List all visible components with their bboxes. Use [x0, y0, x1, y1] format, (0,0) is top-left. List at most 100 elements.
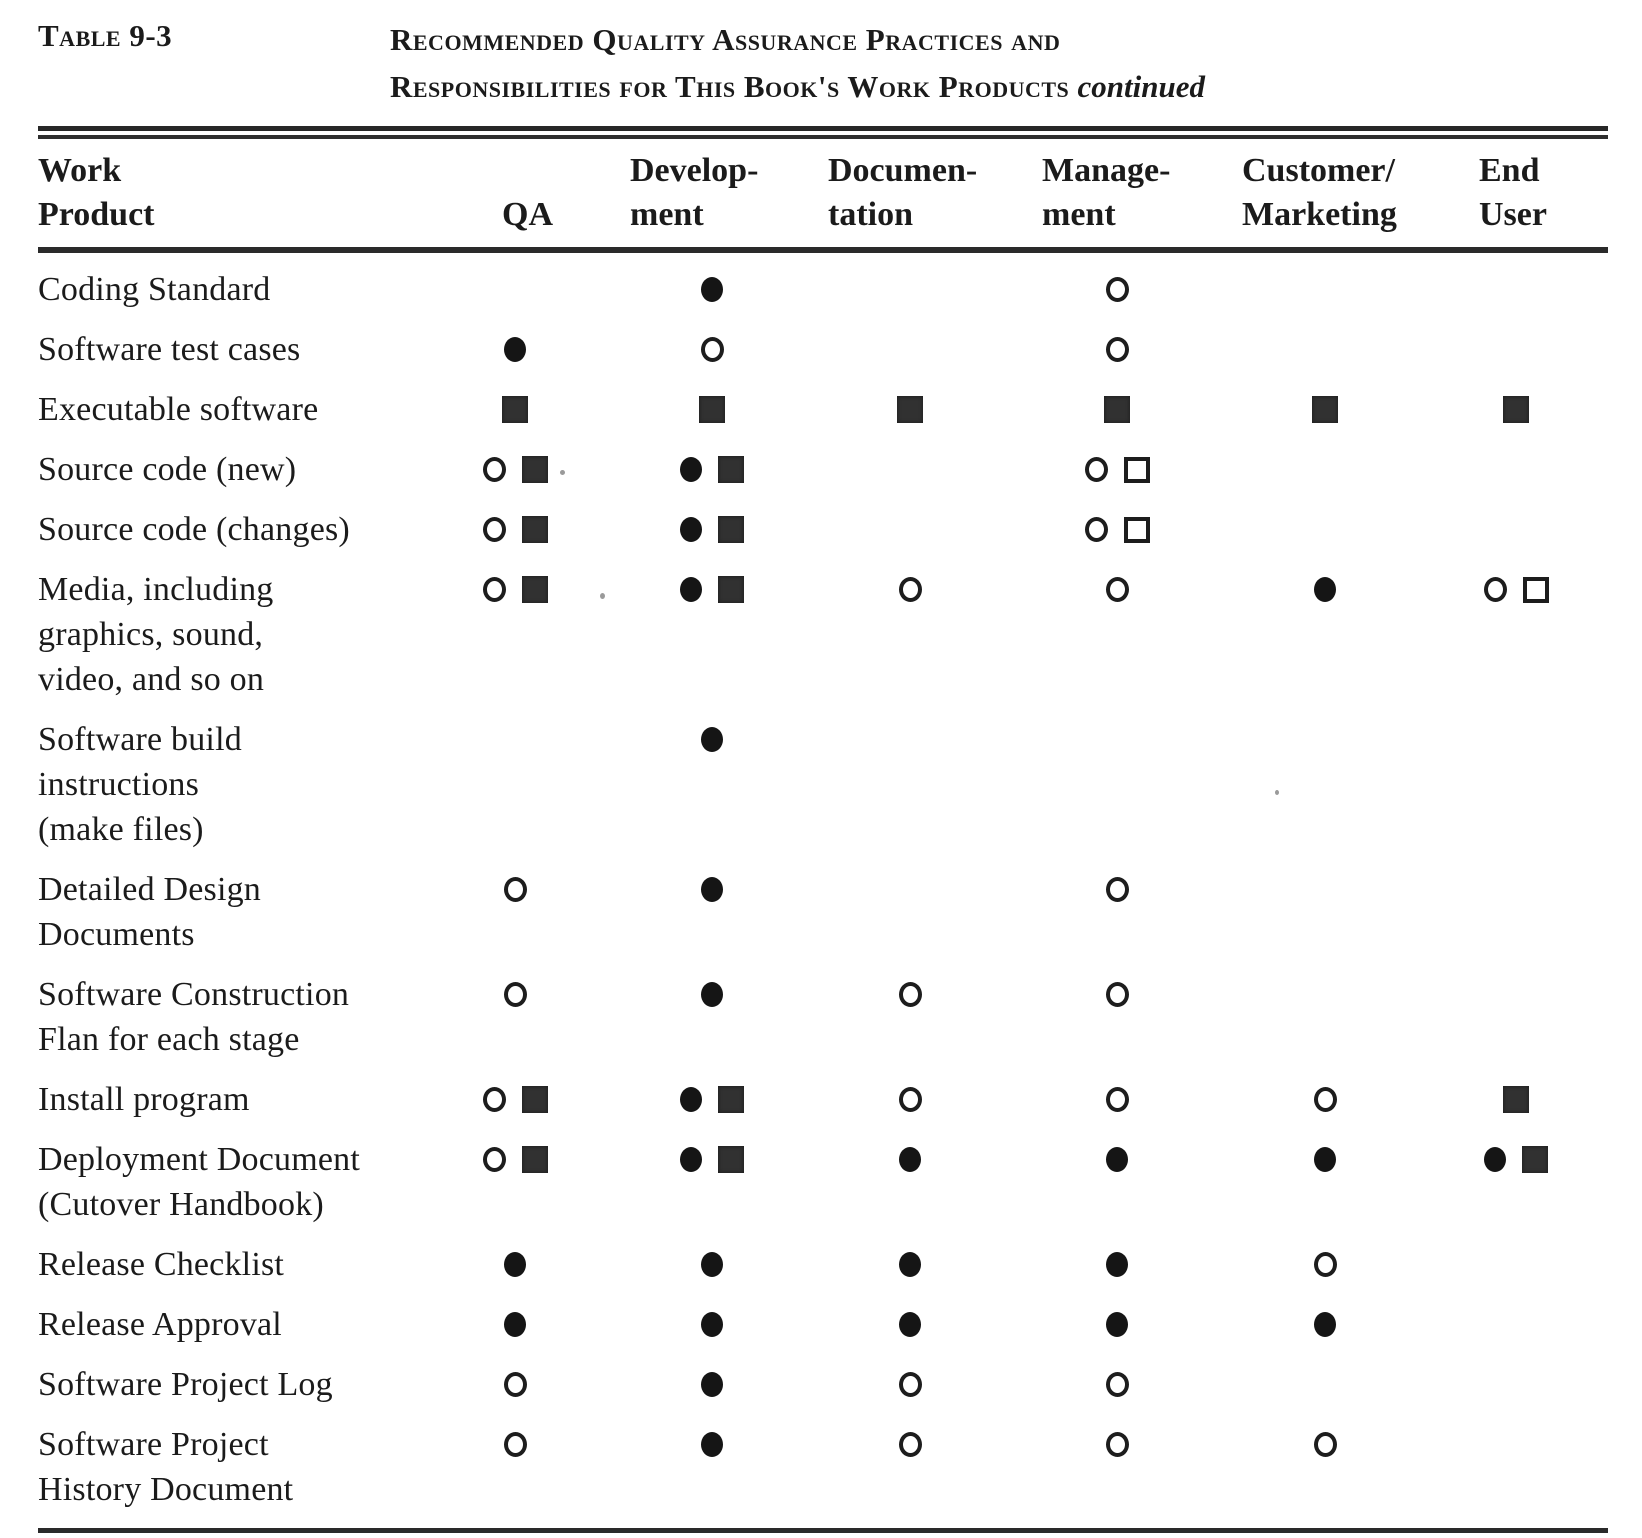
symbol-cell — [1042, 972, 1242, 1017]
open-circle-icon — [482, 517, 506, 542]
filled-square-icon — [897, 396, 923, 423]
symbol-cell — [630, 567, 828, 612]
table-title: Recommended Quality Assurance Practices … — [390, 16, 1205, 110]
column-header-end-user: End User — [1479, 152, 1547, 233]
open-square-icon — [1123, 456, 1150, 483]
symbol-cell — [1042, 387, 1242, 432]
symbol-cell — [470, 567, 630, 612]
symbol-cell — [470, 1077, 630, 1122]
filled-circle-icon — [680, 517, 702, 542]
filled-circle-icon — [1314, 577, 1336, 602]
filled-square-icon — [502, 396, 528, 423]
filled-square-icon — [699, 396, 725, 423]
symbol-cell — [470, 327, 630, 372]
open-circle-icon — [1084, 457, 1108, 482]
symbol-cell — [630, 1302, 828, 1347]
symbol-cell — [1242, 1137, 1479, 1182]
scan-speck — [1275, 790, 1279, 795]
symbol-cell — [828, 567, 1042, 612]
open-circle-icon — [1105, 877, 1129, 902]
symbol-cell — [1042, 267, 1242, 312]
open-circle-icon — [1105, 1087, 1129, 1112]
symbol-cell — [1242, 717, 1479, 762]
symbol-cell — [828, 447, 1042, 492]
symbol-cell — [1042, 1137, 1242, 1182]
filled-square-icon — [1503, 1086, 1529, 1113]
symbol-cell — [1479, 267, 1642, 312]
symbol-cell — [1479, 1077, 1642, 1122]
table-row: Software Project History Document — [38, 1422, 1642, 1512]
table-row: Executable software — [38, 387, 1642, 432]
symbol-cell — [1479, 1242, 1642, 1287]
filled-circle-icon — [899, 1312, 921, 1337]
symbol-cell — [828, 1422, 1042, 1467]
open-circle-icon — [503, 982, 527, 1007]
symbol-cell — [470, 717, 630, 762]
symbol-cell — [630, 267, 828, 312]
filled-square-icon — [718, 576, 744, 603]
symbol-cell — [1242, 327, 1479, 372]
filled-circle-icon — [680, 577, 702, 602]
row-label: Release Checklist — [38, 1246, 285, 1283]
bottom-rule — [38, 1528, 1608, 1533]
column-header-qa: QA — [502, 196, 553, 233]
open-square-icon — [1522, 576, 1549, 603]
column-header-manage-ment: Manage- ment — [1042, 152, 1171, 233]
filled-circle-icon — [701, 1312, 723, 1337]
symbol-cell — [1042, 1077, 1242, 1122]
filled-circle-icon — [1314, 1312, 1336, 1337]
open-circle-icon — [1313, 1432, 1337, 1457]
symbol-cell — [470, 1422, 630, 1467]
table-row: Software build instructions (make files) — [38, 717, 1642, 852]
scan-speck — [560, 470, 565, 475]
open-circle-icon — [482, 457, 506, 482]
filled-circle-icon — [701, 982, 723, 1007]
symbol-cell — [828, 972, 1042, 1017]
filled-circle-icon — [680, 1087, 702, 1112]
filled-circle-icon — [680, 457, 702, 482]
open-circle-icon — [503, 877, 527, 902]
symbol-cell — [1042, 507, 1242, 552]
symbol-cell — [828, 507, 1042, 552]
row-label: Media, including graphics, sound, video,… — [38, 571, 274, 698]
filled-circle-icon — [1106, 1312, 1128, 1337]
symbol-cell — [1479, 567, 1642, 612]
table-title-line2: Responsibilities for This Book's Work Pr… — [390, 63, 1205, 110]
symbol-cell — [630, 1242, 828, 1287]
symbol-cell — [1479, 867, 1642, 912]
filled-square-icon — [521, 456, 548, 483]
filled-circle-icon — [701, 277, 723, 302]
filled-square-icon — [521, 576, 548, 603]
symbol-cell — [470, 507, 630, 552]
open-circle-icon — [503, 1432, 527, 1457]
symbol-cell — [1242, 267, 1479, 312]
symbol-cell — [630, 867, 828, 912]
symbol-cell — [630, 387, 828, 432]
symbol-cell — [1042, 867, 1242, 912]
filled-square-icon — [521, 1146, 548, 1173]
open-circle-icon — [1105, 337, 1129, 362]
symbol-cell — [1242, 1077, 1479, 1122]
open-circle-icon — [1105, 982, 1129, 1007]
table-title-line1: Recommended Quality Assurance Practices … — [390, 22, 1061, 57]
filled-square-icon — [1522, 1146, 1548, 1173]
filled-circle-icon — [899, 1147, 921, 1172]
filled-circle-icon — [680, 1147, 702, 1172]
row-label: Software test cases — [38, 331, 301, 368]
filled-circle-icon — [1106, 1147, 1128, 1172]
symbol-cell — [630, 507, 828, 552]
symbol-cell — [630, 1362, 828, 1407]
filled-circle-icon — [504, 1312, 526, 1337]
symbol-cell — [630, 447, 828, 492]
filled-circle-icon — [701, 1372, 723, 1397]
column-header-develop-ment: Develop- ment — [630, 152, 759, 233]
column-header-documen-tation: Documen- tation — [828, 152, 978, 233]
symbol-cell — [630, 717, 828, 762]
open-circle-icon — [1313, 1252, 1337, 1277]
symbol-cell — [1479, 717, 1642, 762]
table-row: Release Checklist — [38, 1242, 1642, 1287]
row-label: Software Project Log — [38, 1366, 333, 1403]
open-circle-icon — [700, 337, 724, 362]
open-circle-icon — [1084, 517, 1108, 542]
